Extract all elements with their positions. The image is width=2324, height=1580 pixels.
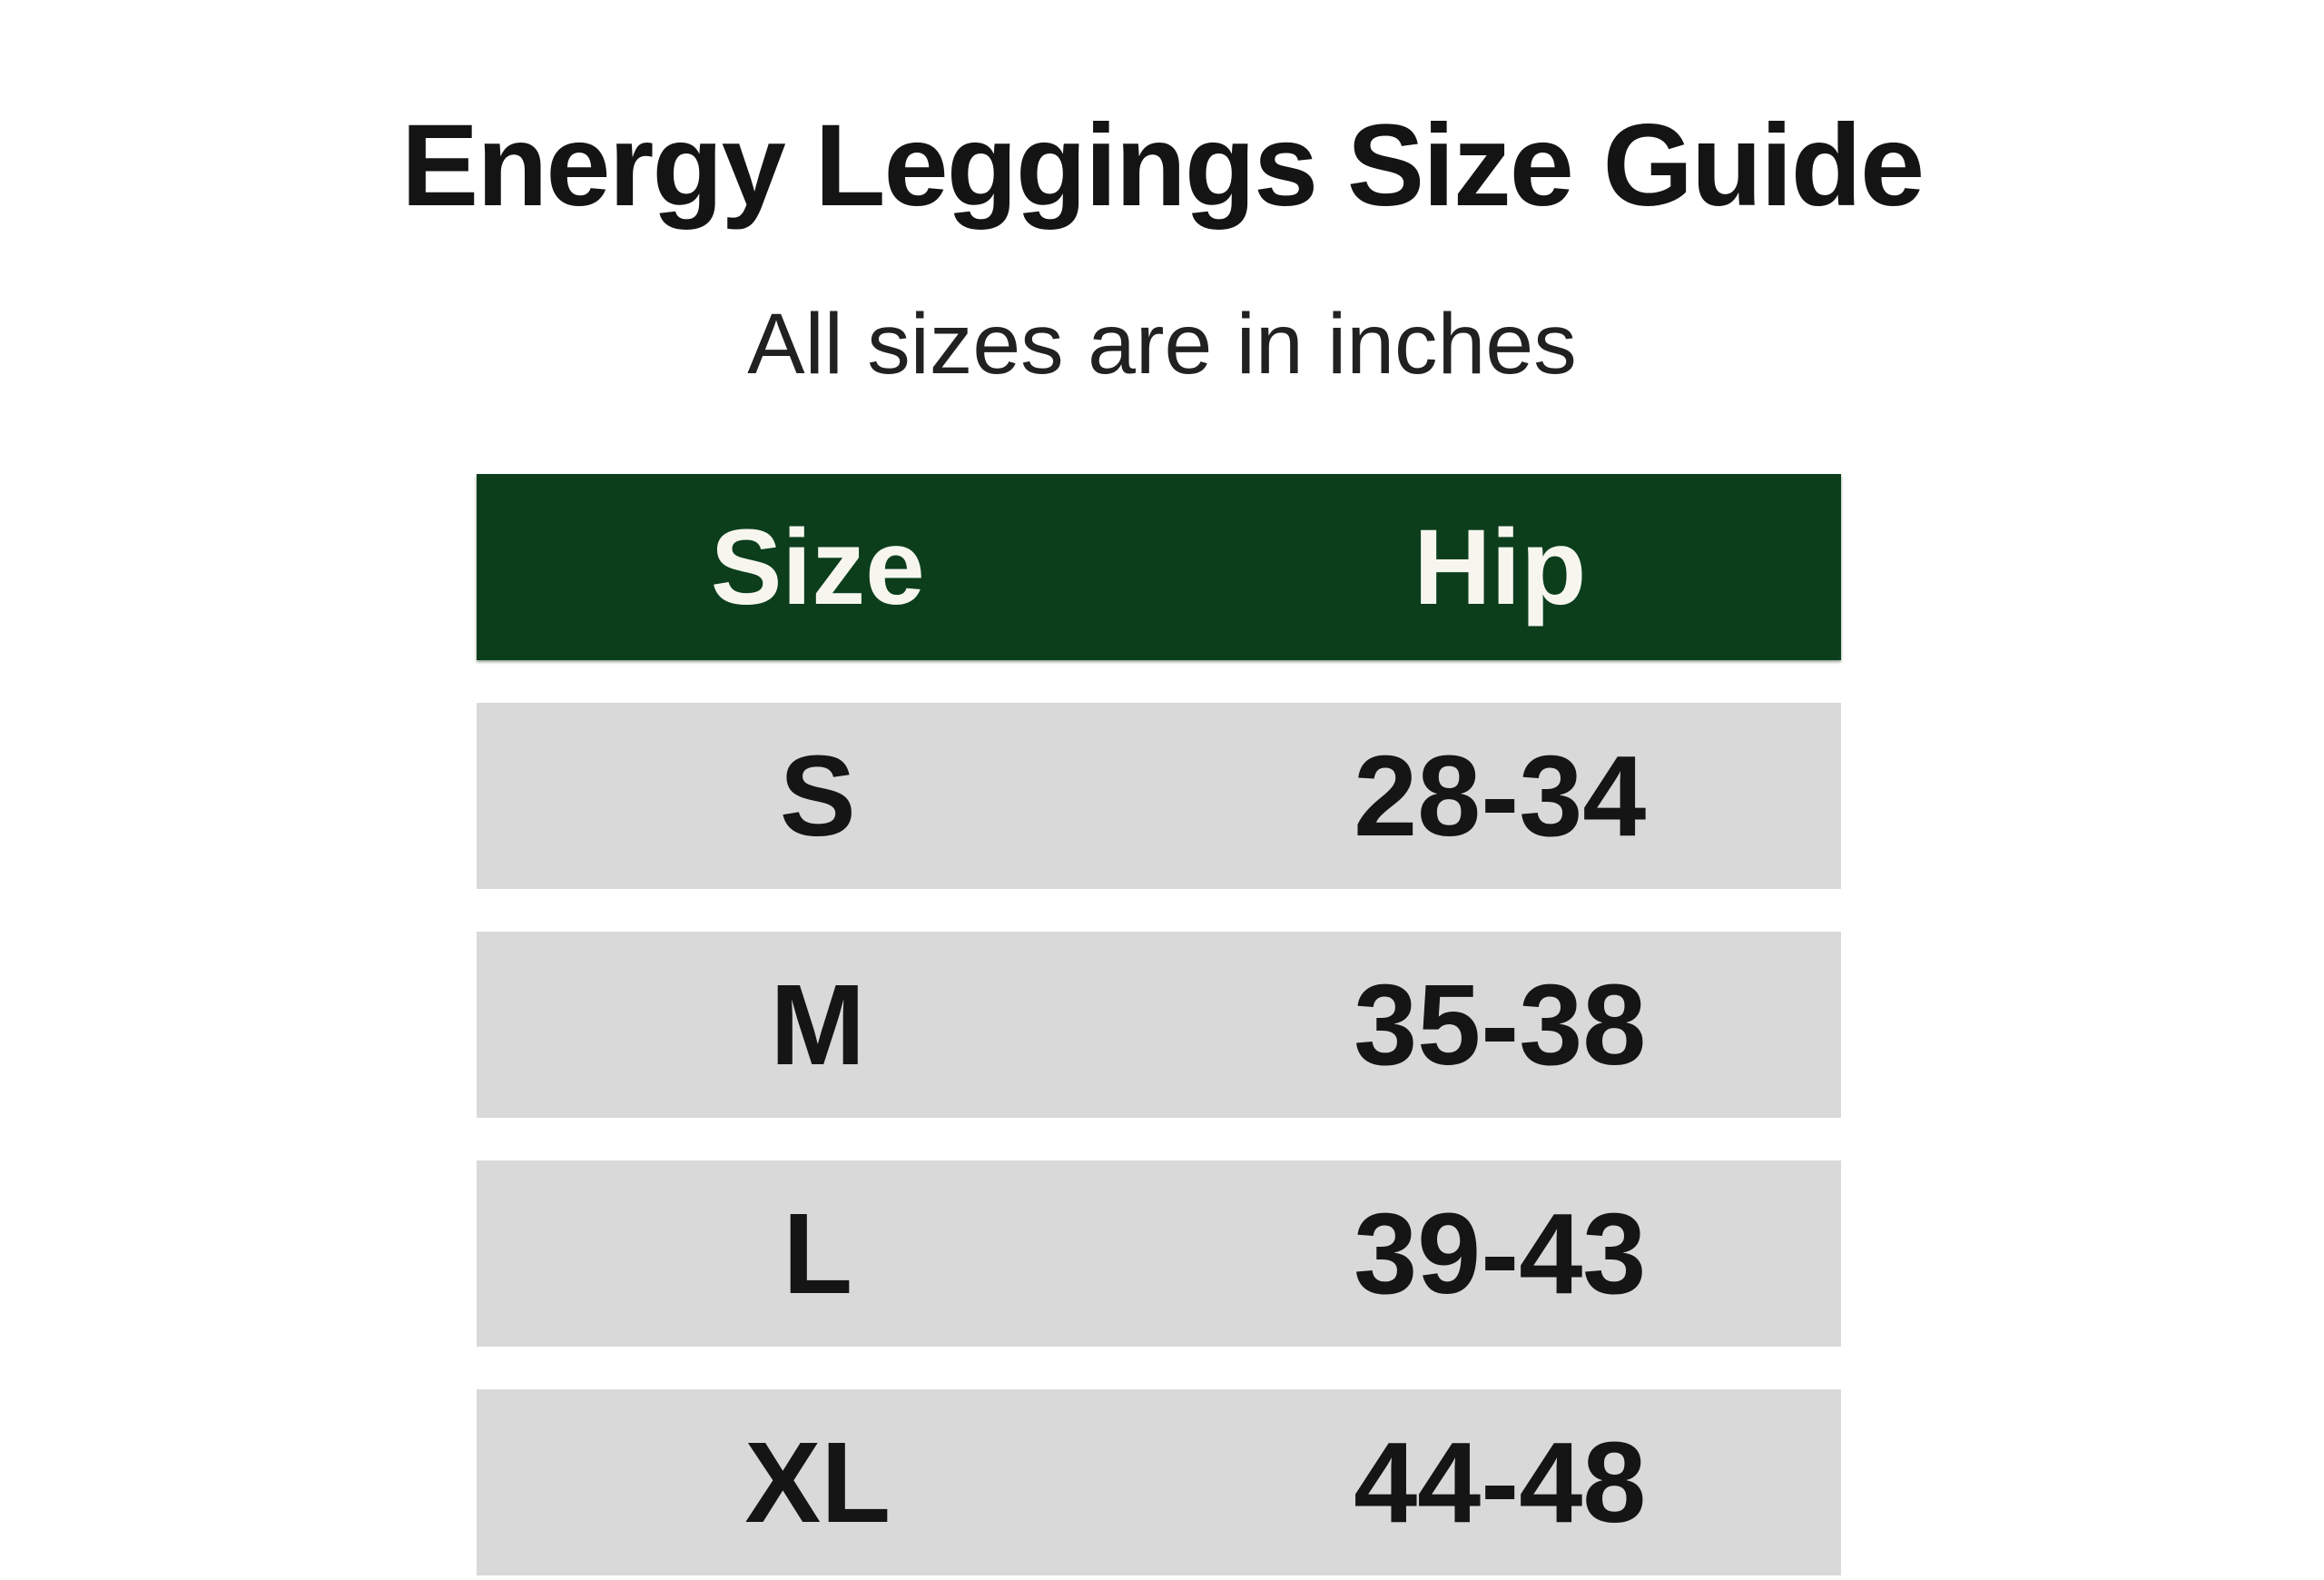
table-row: L 39-43 [477, 1160, 1841, 1347]
size-cell: M [770, 961, 866, 1089]
table-row: XL 44-48 [477, 1389, 1841, 1575]
column-header-hip: Hip [1413, 507, 1587, 627]
table-header-row: Size Hip [477, 474, 1841, 660]
size-guide-table: Size Hip S 28-34 M 35-38 L 39-43 XL 44-4… [477, 474, 1841, 1575]
hip-cell: 35-38 [1354, 961, 1647, 1089]
table-row: S 28-34 [477, 703, 1841, 889]
table-row: M 35-38 [477, 932, 1841, 1118]
size-cell: XL [744, 1418, 891, 1546]
page-subtitle: All sizes are in inches [747, 296, 1577, 392]
page-title: Energy Leggings Size Guide [400, 101, 1925, 231]
size-cell: S [779, 732, 856, 860]
hip-cell: 28-34 [1354, 732, 1647, 860]
size-cell: L [783, 1190, 853, 1318]
hip-cell: 44-48 [1354, 1418, 1647, 1546]
column-header-size: Size [710, 507, 925, 627]
hip-cell: 39-43 [1354, 1190, 1647, 1318]
